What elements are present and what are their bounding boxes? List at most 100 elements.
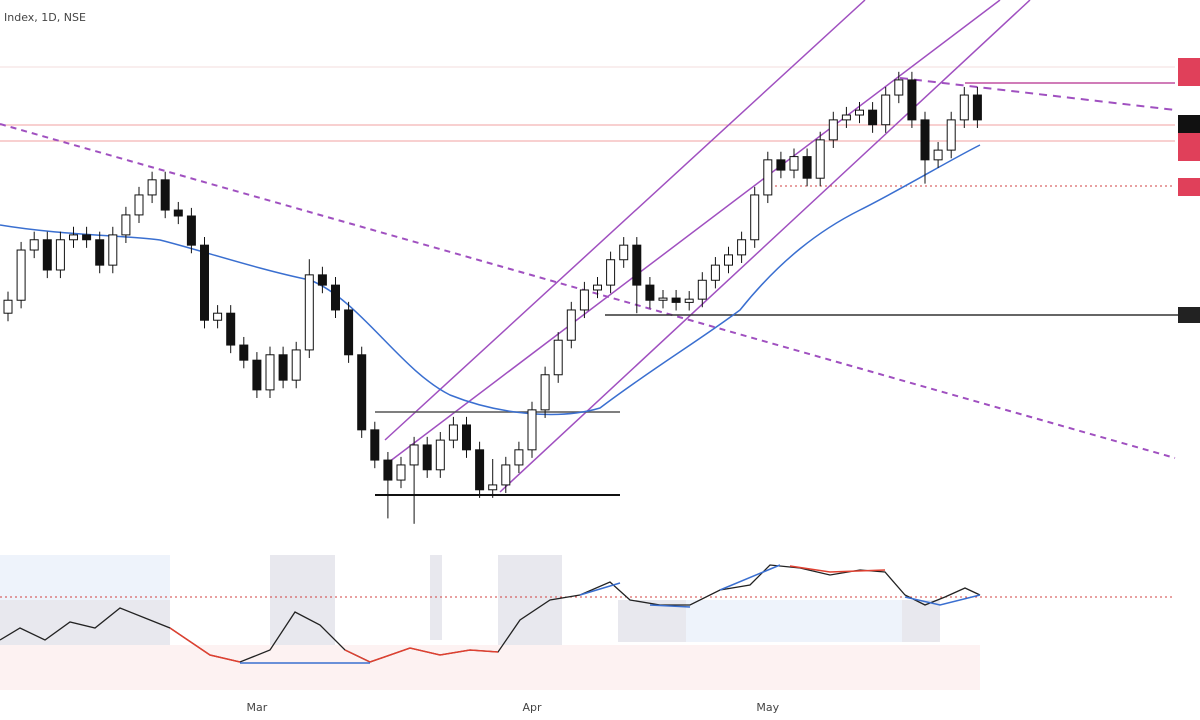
trend-line: [899, 77, 1176, 111]
price-tag: [1178, 178, 1200, 196]
candle-body: [121, 214, 131, 236]
candle-body: [684, 298, 694, 303]
candle-body: [776, 159, 786, 171]
candle-body: [933, 149, 943, 161]
price-tag: [1178, 58, 1200, 86]
candle-body: [55, 239, 65, 271]
candle-body: [448, 424, 458, 441]
candle-body: [160, 179, 170, 211]
drawings: [0, 0, 1180, 496]
candle-body: [815, 139, 825, 179]
moving-average: [0, 144, 981, 416]
candle-body: [409, 444, 419, 466]
zone: [0, 555, 170, 600]
candle-body: [435, 439, 445, 471]
zone: [0, 600, 170, 645]
oscillator-panel: [0, 555, 1175, 690]
candle-body: [553, 339, 563, 376]
candle-body: [108, 234, 118, 266]
zone: [0, 645, 980, 690]
candle-body: [357, 354, 367, 431]
candle-body: [697, 279, 707, 300]
zone: [902, 600, 940, 642]
chart-title: Index, 1D, NSE: [4, 11, 86, 24]
candle-body: [278, 354, 288, 381]
candle-body: [959, 94, 969, 121]
candle-body: [95, 239, 105, 266]
price-tag: [1178, 115, 1200, 133]
x-tick-label: May: [756, 701, 779, 714]
candle-body: [29, 239, 39, 251]
candle-body: [527, 409, 537, 451]
candle-body: [724, 254, 733, 266]
candle-body: [632, 244, 642, 286]
candle-body: [841, 114, 851, 121]
candle-body: [147, 179, 157, 196]
candle-body: [213, 312, 223, 321]
candle-body: [881, 94, 891, 126]
zone: [686, 600, 902, 642]
candle-body: [855, 109, 864, 116]
candle-body: [370, 429, 380, 461]
candle-body: [645, 284, 655, 301]
zone: [270, 555, 335, 645]
candle-body: [331, 284, 340, 311]
candle-body: [3, 299, 13, 314]
candle-body: [593, 284, 602, 291]
candle-body: [658, 297, 668, 301]
candle-body: [173, 209, 183, 217]
candle-body: [619, 244, 629, 261]
candle-body: [894, 79, 904, 96]
candle-body: [69, 234, 78, 241]
candle-body: [907, 79, 917, 121]
candle-body: [946, 119, 956, 151]
candle-body: [344, 309, 354, 356]
price-tag: [1178, 133, 1200, 161]
candle-body: [422, 444, 432, 471]
zone: [618, 600, 686, 642]
candle-body: [396, 464, 406, 481]
candle-body: [462, 424, 471, 451]
candle-body: [763, 159, 773, 196]
candle-body: [16, 249, 26, 301]
candle-body: [488, 484, 498, 491]
candle-body: [579, 289, 589, 311]
candle-body: [239, 344, 249, 361]
x-tick-label: Mar: [247, 701, 268, 714]
candle-body: [789, 156, 799, 171]
candle-body: [606, 259, 616, 286]
candle-body: [304, 274, 314, 351]
candle-body: [501, 464, 511, 486]
channel-line: [384, 0, 1001, 466]
candle-body: [671, 297, 681, 303]
price-tag: [1178, 307, 1200, 323]
candle-body: [566, 309, 576, 341]
candle-body: [710, 264, 720, 281]
candle-body: [540, 374, 550, 411]
candle-body: [920, 119, 930, 161]
candle-body: [475, 449, 485, 491]
oscillator-line: [240, 564, 981, 664]
candle-body: [802, 156, 812, 179]
candle-body: [82, 234, 92, 241]
candle-body: [317, 274, 327, 286]
candle-body: [514, 449, 524, 466]
candle-body: [42, 239, 52, 271]
candle-body: [186, 215, 196, 246]
candle-body: [828, 119, 838, 141]
candle-body: [252, 359, 262, 391]
x-tick-label: Apr: [522, 701, 542, 714]
candle-body: [868, 109, 878, 126]
candle-body: [737, 239, 747, 256]
candle-body: [383, 459, 393, 481]
candle-body: [226, 312, 236, 346]
channel-line: [384, 0, 866, 441]
candle-body: [291, 349, 301, 381]
candle-body: [200, 244, 209, 321]
channel-line: [499, 0, 1031, 493]
candle-body: [972, 94, 982, 121]
candle-body: [134, 194, 144, 216]
candle-body: [750, 194, 760, 241]
candle-body: [265, 354, 275, 391]
